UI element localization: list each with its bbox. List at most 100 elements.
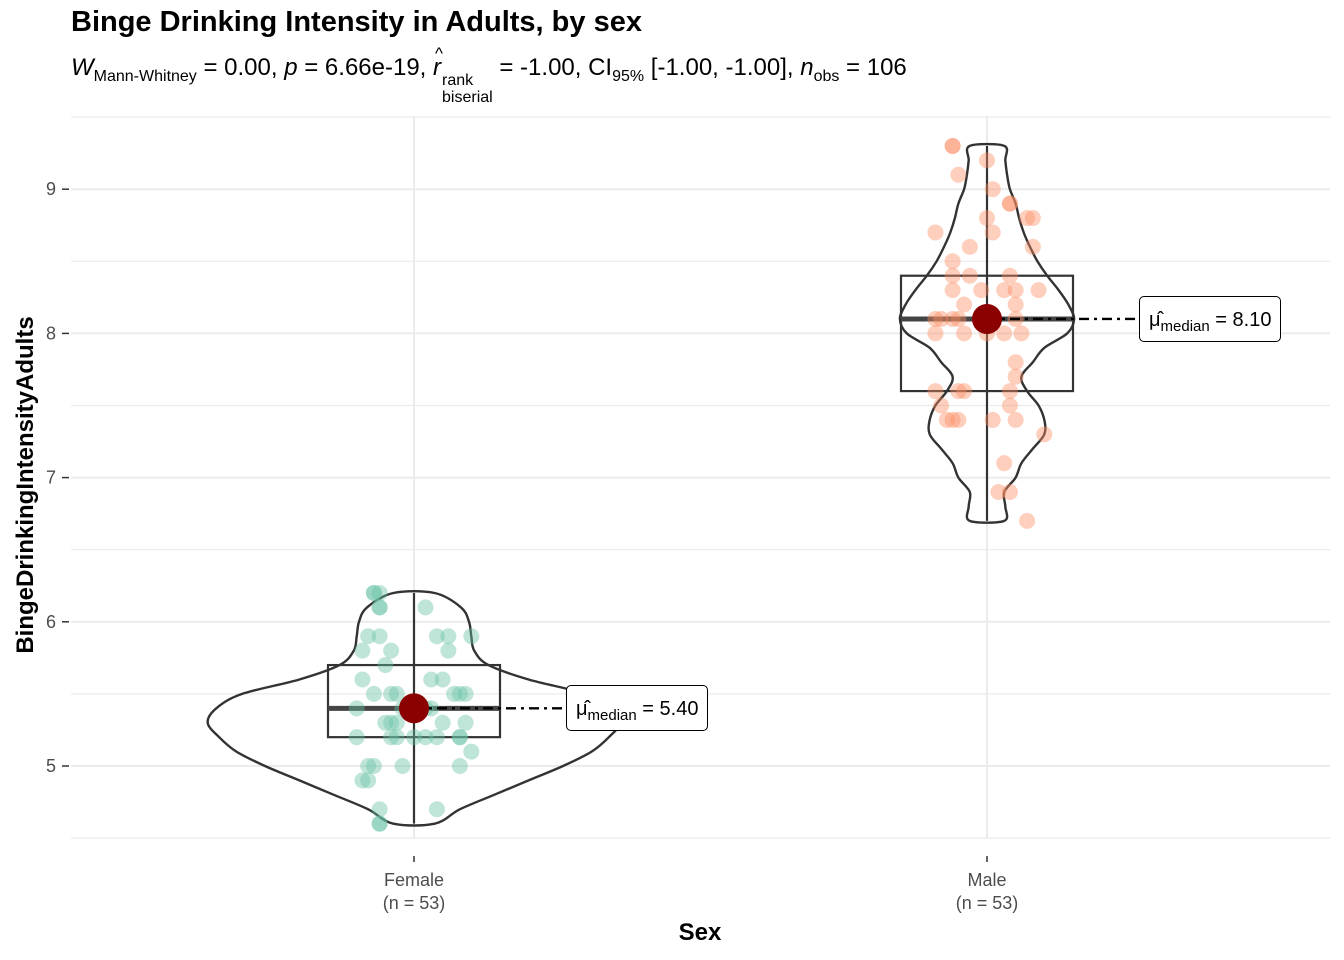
x-tick-n-label: (n = 53) (383, 893, 446, 913)
n-subscript: obs (813, 68, 840, 85)
data-point-female (360, 772, 377, 789)
median-label-value: = 8.10 (1215, 308, 1272, 331)
y-axis-title: BingeDrinkingIntensityAdults (12, 316, 39, 653)
data-point-female (428, 729, 445, 746)
data-point-female (354, 642, 371, 659)
n-value: = 106 (839, 54, 907, 81)
data-point-female (388, 729, 405, 746)
data-point-female (406, 729, 422, 746)
data-point-male (1024, 210, 1041, 227)
median-subscript: median (1160, 317, 1210, 335)
mu-symbol: μ̂ (576, 698, 588, 721)
y-tick-label: 9 (46, 179, 56, 199)
data-point-female (377, 714, 394, 731)
r-superscript: rank (442, 72, 474, 89)
data-point-female (354, 772, 371, 789)
data-point-female (371, 584, 388, 601)
data-point-female (388, 714, 405, 731)
data-point-female (434, 671, 451, 688)
ci-symbol: CI (588, 54, 613, 81)
data-point-female (423, 671, 440, 688)
data-point-male (996, 325, 1013, 342)
data-point-female (365, 584, 382, 601)
r-symbol: r (433, 45, 443, 80)
box-iqr (899, 274, 1075, 393)
data-point-male (1019, 512, 1036, 529)
y-tick-label: 7 (46, 468, 56, 488)
data-point-female (371, 628, 388, 645)
data-point-male (1013, 325, 1030, 342)
data-point-female (451, 729, 468, 746)
data-point-male (927, 310, 944, 327)
chart-subtitle: WMann-Whitney = 0.00, p = 6.66e-19, rran… (71, 45, 907, 107)
data-point-female (377, 657, 394, 674)
x-tick-label: Female (384, 870, 444, 890)
data-point-male (1001, 267, 1018, 284)
data-point-female (463, 628, 480, 645)
data-point-female (388, 685, 405, 702)
data-point-female (440, 642, 457, 659)
violin-female (206, 590, 622, 827)
y-tick-label: 8 (46, 323, 56, 343)
data-point-female (371, 599, 388, 616)
data-point-male (944, 137, 961, 154)
data-point-female (365, 758, 382, 774)
data-point-male (950, 411, 967, 428)
data-point-male (996, 282, 1013, 299)
data-point-male (944, 267, 961, 284)
data-point-male (1007, 282, 1024, 299)
data-point-female (365, 584, 382, 601)
data-point-male (979, 152, 995, 169)
stat-symbol: W (71, 54, 94, 81)
data-point-male (990, 484, 1007, 501)
data-point-male (927, 325, 944, 342)
data-point-female (428, 628, 445, 645)
data-point-male (1030, 282, 1047, 299)
data-point-female (417, 599, 434, 616)
data-point-male (927, 383, 944, 400)
data-point-male (1001, 195, 1018, 212)
data-point-male (938, 411, 955, 428)
data-point-female (451, 685, 468, 702)
data-point-male (1019, 210, 1036, 227)
p-symbol: p (284, 54, 298, 81)
median-point (972, 303, 1002, 334)
data-point-female (446, 685, 463, 702)
data-point-female (348, 729, 365, 746)
median-markers (399, 303, 1139, 724)
chart-title: Binge Drinking Intensity in Adults, by s… (71, 6, 642, 38)
data-point-male (1007, 411, 1024, 428)
stat-subscript: Mann-Whitney (93, 68, 197, 85)
data-point-male (944, 137, 961, 154)
r-subscript: biserial (442, 88, 493, 106)
data-point-female (365, 685, 382, 702)
data-point-female (451, 758, 468, 774)
data-point-male (1007, 296, 1024, 313)
median-label-female: μ̂median = 5.40 (566, 685, 709, 732)
data-point-female (451, 729, 468, 746)
median-point (399, 693, 429, 724)
data-point-female (354, 671, 371, 688)
data-point-female (383, 714, 400, 731)
data-point-female (428, 801, 445, 818)
data-point-female (371, 801, 388, 818)
n-symbol: n (800, 54, 814, 81)
p-value: = 6.66e-19, (297, 54, 434, 81)
data-point-male (1024, 238, 1041, 255)
y-tick-label: 6 (46, 612, 56, 632)
data-point-male (933, 397, 950, 414)
x-tick-n-label: (n = 53) (956, 893, 1019, 913)
data-point-female (440, 628, 457, 645)
box-iqr (326, 663, 502, 739)
median-label-male: μ̂median = 8.10 (1139, 295, 1282, 342)
data-point-male (950, 310, 967, 327)
data-point-male (933, 310, 950, 327)
data-point-male (1001, 383, 1018, 400)
r-value: = -1.00, (492, 54, 589, 81)
data-point-male (1007, 368, 1024, 385)
stat-value: = 0.00, (196, 54, 285, 81)
data-point-male (944, 411, 961, 428)
data-point-male (927, 224, 944, 241)
data-point-male (973, 282, 990, 299)
